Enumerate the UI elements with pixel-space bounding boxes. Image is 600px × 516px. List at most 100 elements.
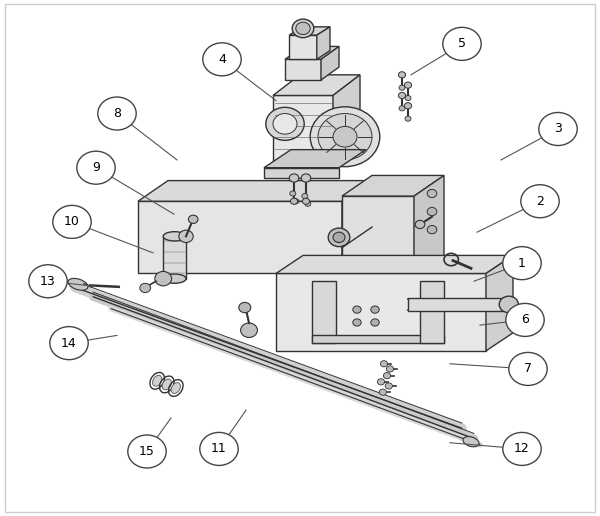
Circle shape [203, 43, 241, 76]
Circle shape [404, 103, 412, 109]
Circle shape [290, 191, 296, 196]
Polygon shape [420, 281, 444, 343]
Polygon shape [264, 168, 339, 178]
Polygon shape [285, 46, 339, 59]
Circle shape [399, 85, 405, 90]
Circle shape [239, 302, 251, 313]
Text: 4: 4 [218, 53, 226, 66]
Circle shape [405, 95, 411, 101]
Polygon shape [414, 175, 444, 279]
Circle shape [188, 215, 198, 223]
Polygon shape [138, 201, 342, 273]
Circle shape [398, 92, 406, 99]
Circle shape [305, 201, 311, 206]
Polygon shape [321, 46, 339, 80]
Circle shape [296, 22, 310, 35]
Circle shape [200, 432, 238, 465]
Polygon shape [285, 59, 321, 80]
Circle shape [128, 435, 166, 468]
Text: 14: 14 [61, 336, 77, 350]
Polygon shape [138, 181, 372, 201]
Circle shape [318, 114, 372, 160]
Circle shape [333, 232, 345, 243]
Circle shape [50, 327, 88, 360]
Text: 3: 3 [554, 122, 562, 136]
Text: 15: 15 [139, 445, 155, 458]
Polygon shape [276, 273, 486, 351]
Circle shape [371, 319, 379, 326]
Circle shape [377, 379, 385, 385]
Polygon shape [273, 95, 333, 170]
Circle shape [371, 306, 379, 313]
Circle shape [241, 323, 257, 337]
Circle shape [398, 72, 406, 78]
Circle shape [302, 194, 308, 199]
Circle shape [266, 107, 304, 140]
Circle shape [379, 389, 386, 395]
Ellipse shape [162, 379, 172, 390]
Circle shape [273, 114, 297, 134]
Polygon shape [317, 27, 330, 59]
Text: 12: 12 [514, 442, 530, 456]
Circle shape [415, 220, 425, 229]
Polygon shape [289, 35, 317, 59]
Circle shape [328, 228, 350, 247]
Circle shape [53, 205, 91, 238]
Text: 6: 6 [521, 313, 529, 327]
Circle shape [179, 230, 193, 243]
Circle shape [290, 198, 298, 204]
Ellipse shape [163, 274, 186, 283]
Circle shape [155, 271, 172, 286]
Circle shape [399, 106, 405, 111]
Text: 10: 10 [64, 215, 80, 229]
Circle shape [77, 151, 115, 184]
Polygon shape [486, 255, 513, 351]
Circle shape [292, 19, 314, 38]
Circle shape [385, 383, 392, 389]
Polygon shape [342, 175, 444, 196]
Circle shape [509, 352, 547, 385]
Circle shape [289, 174, 299, 182]
Circle shape [380, 361, 388, 367]
Circle shape [521, 185, 559, 218]
Polygon shape [333, 75, 360, 170]
Circle shape [503, 247, 541, 280]
Polygon shape [342, 196, 414, 279]
Text: 5: 5 [458, 37, 466, 51]
Circle shape [29, 265, 67, 298]
Circle shape [302, 198, 310, 204]
Text: 9: 9 [92, 161, 100, 174]
Circle shape [427, 225, 437, 234]
Circle shape [353, 306, 361, 313]
Text: 1: 1 [518, 256, 526, 270]
Circle shape [405, 116, 411, 121]
Text: 7: 7 [524, 362, 532, 376]
Circle shape [301, 174, 311, 182]
Text: 11: 11 [211, 442, 227, 456]
Circle shape [333, 126, 357, 147]
Polygon shape [289, 27, 330, 35]
Circle shape [503, 432, 541, 465]
Polygon shape [264, 150, 366, 168]
Circle shape [353, 319, 361, 326]
Circle shape [404, 82, 412, 88]
Circle shape [293, 199, 299, 204]
Ellipse shape [68, 279, 88, 290]
Polygon shape [342, 181, 372, 273]
Circle shape [443, 27, 481, 60]
Circle shape [98, 97, 136, 130]
Text: 8: 8 [113, 107, 121, 120]
Circle shape [506, 303, 544, 336]
Polygon shape [276, 255, 513, 273]
Ellipse shape [171, 383, 181, 393]
Circle shape [539, 112, 577, 146]
Polygon shape [273, 75, 360, 95]
Polygon shape [312, 281, 336, 343]
FancyBboxPatch shape [408, 298, 507, 311]
Ellipse shape [163, 232, 186, 241]
Ellipse shape [463, 437, 479, 447]
Text: 2: 2 [536, 195, 544, 208]
Polygon shape [312, 335, 444, 343]
Circle shape [499, 296, 518, 313]
Circle shape [386, 366, 394, 372]
